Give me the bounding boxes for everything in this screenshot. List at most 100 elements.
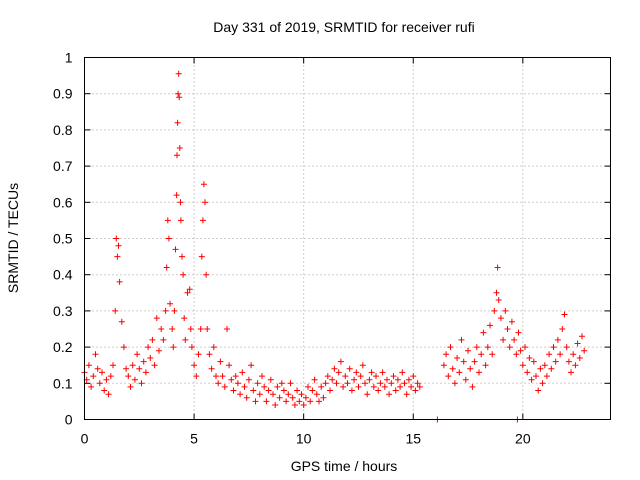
data-point [175,70,182,77]
y-axis-label: SRMTID / TECUs [5,183,21,293]
data-point [250,387,257,394]
data-point [179,253,185,260]
data-point [559,326,566,332]
data-point [364,391,371,398]
data-point [476,369,482,376]
data-point [552,358,559,365]
data-point [199,217,206,224]
data-point [200,181,207,188]
data-point [497,315,504,322]
data-point [500,336,507,343]
data-point [316,398,322,405]
data-point [484,344,491,351]
data-point [228,376,235,383]
data-point [195,351,202,358]
data-point [138,380,145,387]
y-tick-label: 0.1 [53,375,73,391]
y-tick-label: 0.8 [53,122,73,138]
data-point [177,217,184,224]
data-point [256,391,263,398]
data-point [243,394,250,401]
data-point [572,362,579,369]
data-point [384,376,390,383]
y-tick-label: 0 [65,412,73,428]
data-point [172,246,179,253]
data-point [267,376,274,383]
data-point [401,380,408,387]
data-point [469,383,476,390]
data-point [491,307,498,314]
data-point [522,344,528,351]
data-point [366,376,373,383]
data-point [399,369,406,376]
data-point [386,391,393,398]
data-point [123,365,130,372]
data-point [351,376,358,383]
data-point [581,347,588,354]
y-tick-label: 1 [65,50,73,66]
data-point [208,365,215,372]
data-point [530,358,537,365]
data-point [116,278,123,285]
data-point [96,380,103,387]
data-point [115,242,122,249]
data-point [443,351,450,358]
data-point [537,365,544,372]
data-point [270,391,276,398]
data-point [300,402,307,408]
data-point [112,307,119,314]
data-point [517,347,524,354]
data-point [239,369,246,376]
data-point [265,387,272,394]
data-point [302,394,309,401]
x-tick-label: 20 [515,431,531,447]
data-point [272,402,279,408]
data-point [151,362,158,369]
data-point [489,351,496,358]
data-point [359,362,366,369]
data-point [180,271,187,278]
data-point [331,365,338,372]
data-point [193,373,200,380]
data-point [539,380,546,387]
data-point [127,383,134,390]
data-point [197,326,204,332]
data-point [107,373,114,380]
data-point [515,329,522,336]
y-tick-label: 0.4 [53,267,73,283]
data-point [495,297,502,303]
data-point [541,362,548,369]
data-point [232,373,239,380]
data-point [416,383,423,390]
data-point [131,376,138,383]
data-point [263,398,270,405]
data-point [171,307,178,314]
data-point [568,369,574,376]
data-point [392,387,399,394]
data-point [94,365,101,372]
data-point [506,344,513,351]
data-point [147,355,154,361]
data-point [174,119,181,126]
data-point [445,373,452,380]
data-point [408,383,415,390]
data-point [504,326,511,332]
data-point [478,351,485,358]
data-point [186,286,193,293]
data-point [381,383,388,390]
data-point [203,271,210,278]
data-points [81,70,588,423]
data-point [174,152,180,159]
data-point [204,326,211,332]
data-point [502,307,509,314]
data-point [462,376,469,383]
data-point [524,369,531,376]
data-point [217,358,224,365]
data-point [176,145,183,151]
data-point [388,380,395,387]
data-point [136,365,143,372]
data-point [103,376,110,383]
data-point [335,369,342,376]
x-tick-label: 0 [81,431,89,447]
